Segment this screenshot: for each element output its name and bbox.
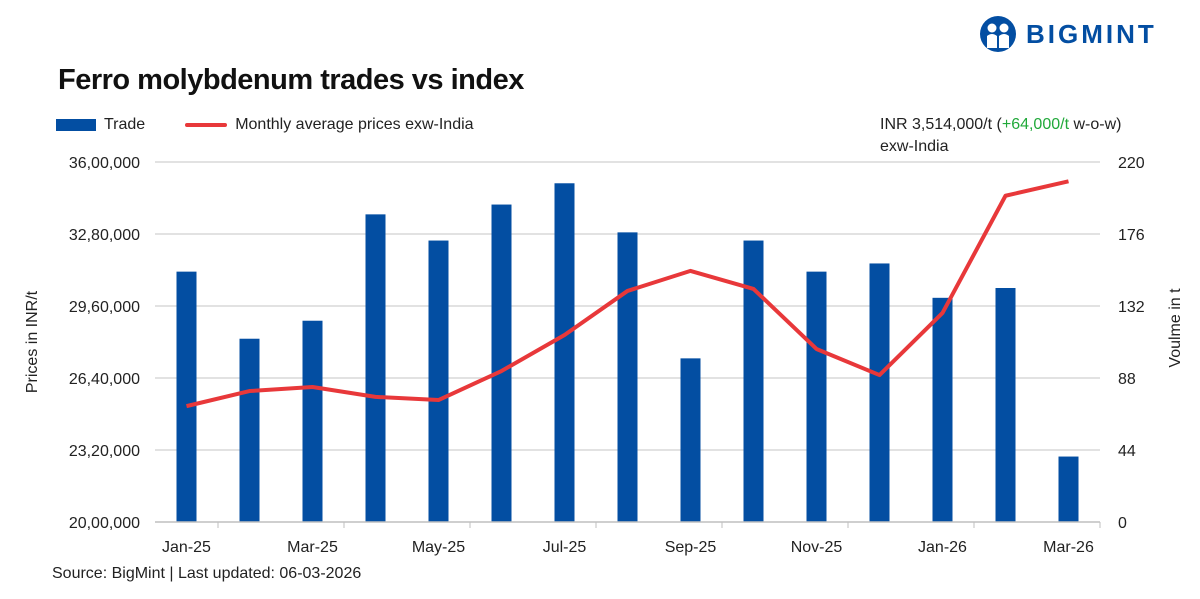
x-tick-label: Jan-25	[162, 539, 211, 556]
note-suffix: w-o-w)	[1069, 116, 1122, 133]
x-tick-label: Nov-25	[791, 539, 843, 556]
y-tick-label: 23,20,000	[69, 443, 140, 460]
y2-tick-label: 220	[1118, 155, 1145, 172]
y2-tick-label: 88	[1118, 371, 1136, 388]
bar-Oct-25	[743, 240, 764, 522]
x-tick-label: Jul-25	[543, 539, 587, 556]
bar-Jan-26	[932, 297, 953, 522]
legend-line-label: Monthly average prices exw-India	[235, 116, 474, 133]
y2-tick-label: 0	[1118, 515, 1127, 532]
bar-Sep-25	[680, 358, 701, 522]
bar-Apr-25	[365, 214, 386, 522]
bar-Feb-26	[995, 288, 1016, 522]
bar-Jan-25	[176, 271, 197, 522]
legend-bar-swatch	[56, 119, 96, 131]
y-axis-label: Prices in INR/t	[24, 290, 41, 393]
legend: Trade Monthly average prices exw-India	[56, 116, 474, 134]
x-tick-label: Jan-26	[918, 539, 967, 556]
y2-tick-label: 132	[1118, 299, 1145, 316]
bar-Jul-25	[554, 183, 575, 523]
note-change: +64,000/t	[1001, 116, 1070, 133]
legend-line-swatch	[185, 123, 228, 127]
note-prefix: INR 3,514,000/t (	[880, 116, 1002, 133]
chart-title: Ferro molybdenum trades vs index	[58, 64, 524, 96]
bar-Dec-25	[869, 263, 890, 522]
y-tick-label: 32,80,000	[69, 227, 140, 244]
logo-icon	[980, 16, 1016, 52]
bigmint-logo: BIGMINT	[978, 14, 1157, 54]
bar-Jun-25	[491, 204, 512, 522]
x-tick-label: Mar-25	[287, 539, 338, 556]
legend-bar-label: Trade	[104, 116, 146, 133]
y2-axis-label: Voulme in t	[1167, 288, 1184, 368]
y2-tick-label: 44	[1118, 443, 1136, 460]
x-tick-label: Mar-26	[1043, 539, 1094, 556]
x-tick-label: Sep-25	[665, 539, 717, 556]
bar-Feb-25	[239, 338, 260, 522]
bar-Mar-25	[302, 320, 323, 522]
bar-Mar-26	[1058, 456, 1079, 522]
y-tick-label: 26,40,000	[69, 371, 140, 388]
y-tick-label: 29,60,000	[69, 299, 140, 316]
bar-Aug-25	[617, 232, 638, 522]
y2-tick-label: 176	[1118, 227, 1145, 244]
bar-May-25	[428, 240, 449, 522]
x-tick-label: May-25	[412, 539, 465, 556]
y-tick-label: 36,00,000	[69, 155, 140, 172]
bar-Nov-25	[806, 271, 827, 522]
logo-text: BIGMINT	[1026, 18, 1157, 49]
y-tick-label: 20,00,000	[69, 515, 140, 532]
source-note: Source: BigMint | Last updated: 06-03-20…	[52, 565, 362, 582]
note-line2: exw-India	[880, 138, 949, 155]
price-note: INR 3,514,000/t (+64,000/t w-o-w) exw-In…	[880, 114, 1121, 158]
